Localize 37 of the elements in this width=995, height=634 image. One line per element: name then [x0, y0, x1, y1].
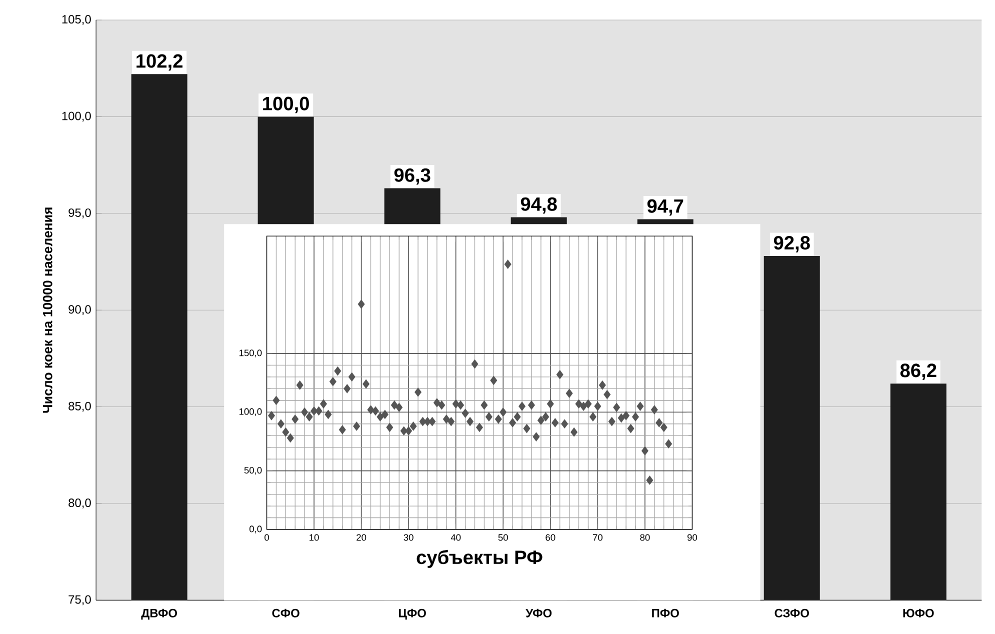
y-tick-label: 150,0: [240, 350, 262, 358]
x-tick-label: 20: [356, 534, 366, 542]
y-tick-label: 80,0: [68, 498, 91, 509]
x-tick-label: СЗФО: [774, 609, 809, 618]
x-tick-label: 90: [687, 534, 698, 542]
x-tick-label: 30: [404, 534, 414, 542]
x-tick-label: 40: [450, 534, 461, 542]
x-tick-label: ЦФО: [399, 609, 426, 620]
x-tick-label: 0: [264, 534, 269, 542]
x-tick-label: ЮФО: [903, 609, 934, 618]
x-tick-label: ДВФО: [141, 609, 177, 620]
y-tick-label: 105,0: [62, 15, 91, 26]
y-tick-label: 90,0: [68, 305, 91, 316]
x-tick-label: 70: [592, 534, 602, 542]
y-tick-label: 100,0: [62, 112, 91, 122]
data-label: 86,2: [900, 364, 936, 380]
x-tick-label: 80: [640, 534, 650, 542]
y-tick-label: 75,0: [68, 595, 91, 606]
data-label: 102,2: [136, 54, 182, 71]
y-tick-label: 85,0: [68, 402, 91, 412]
x-tick-label: 10: [310, 534, 319, 542]
data-label: 92,8: [774, 236, 810, 253]
x-tick-label: ПФО: [652, 609, 679, 618]
y-axis-title: Число коек на 10000 населения: [42, 208, 52, 414]
x-tick-label: 50: [498, 534, 508, 542]
data-label: 96,3: [394, 168, 430, 185]
y-tick-label: 100,0: [240, 408, 262, 416]
y-tick-label: 0,0: [249, 526, 262, 534]
data-label: 94,7: [647, 200, 684, 216]
data-label: 100,0: [263, 97, 309, 114]
x-axis-title: субъекты РФ: [416, 550, 542, 568]
y-tick-label: 95,0: [68, 208, 91, 219]
x-tick-label: УФО: [526, 609, 552, 618]
x-tick-label: СФО: [272, 609, 300, 618]
x-tick-label: 60: [546, 534, 556, 542]
data-label: 94,8: [520, 198, 557, 214]
y-tick-label: 50,0: [244, 467, 262, 475]
